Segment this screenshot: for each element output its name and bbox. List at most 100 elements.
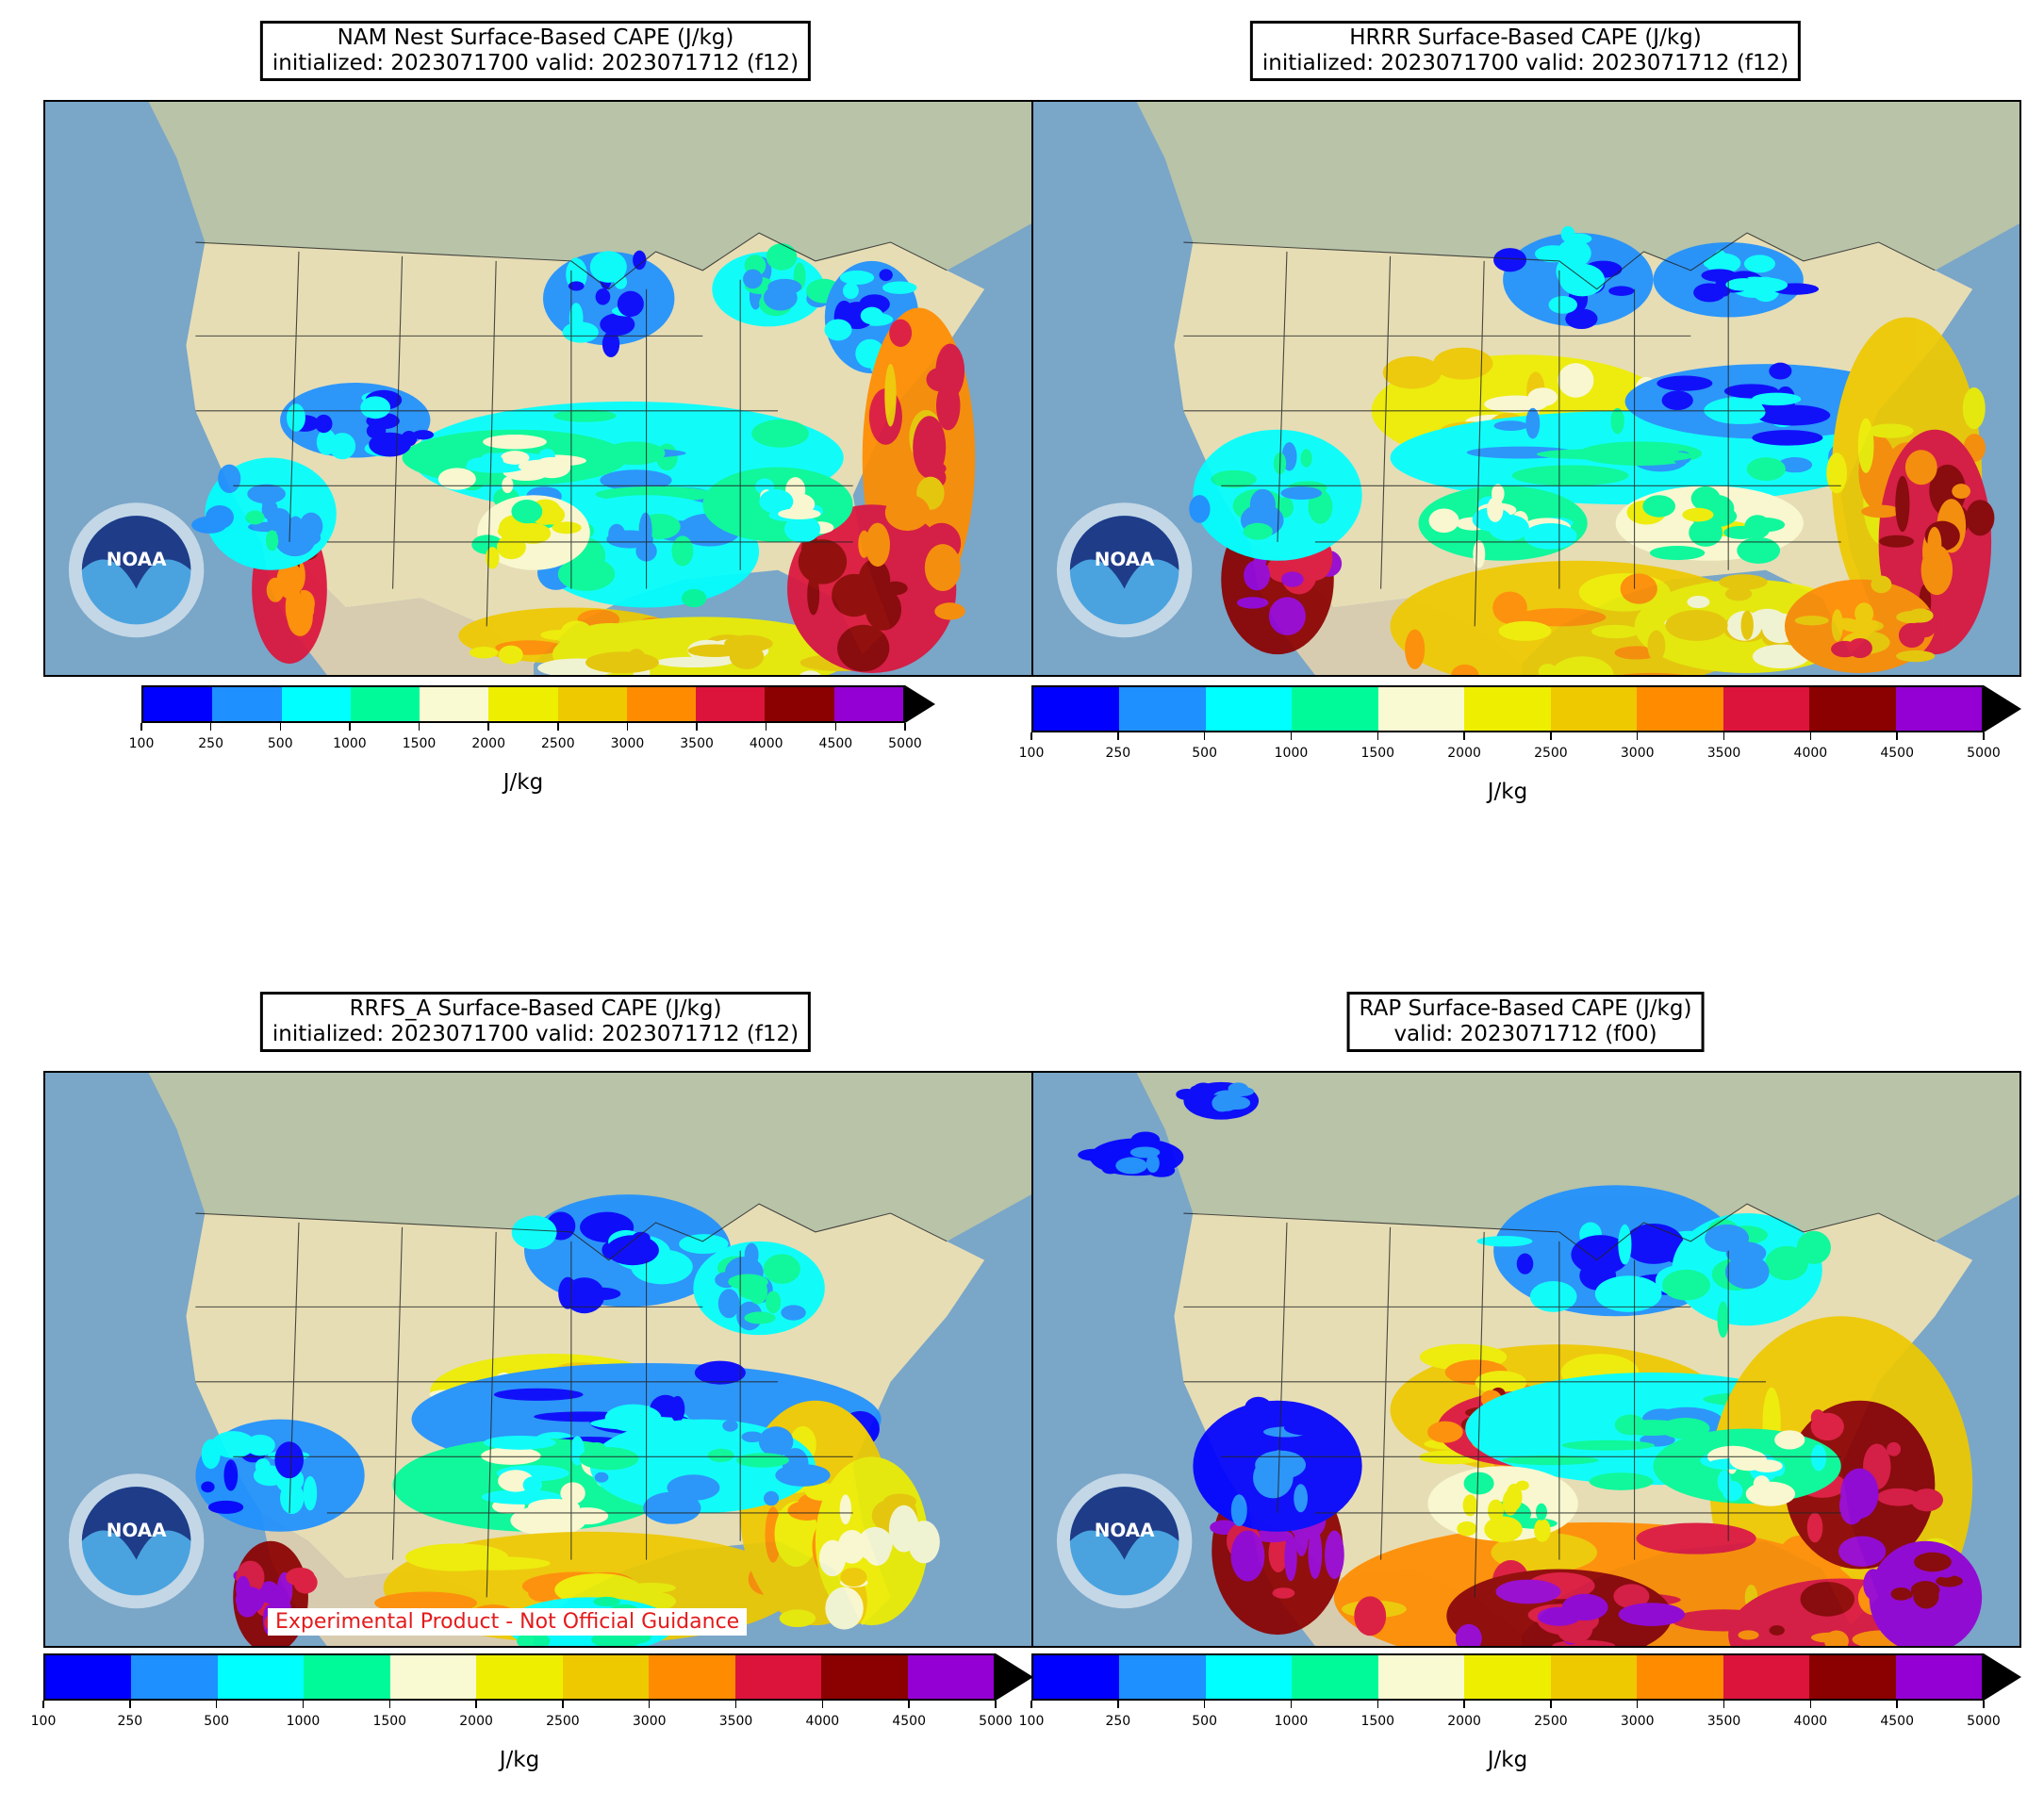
colorbar-swatch — [45, 1655, 132, 1699]
colorbar-tick — [1030, 732, 1032, 740]
colorbar-swatch — [1895, 687, 1982, 731]
colorbar-swatch — [212, 687, 282, 721]
colorbar-tick — [734, 1701, 737, 1708]
colorbar-tick-label: 3500 — [680, 736, 714, 751]
colorbar-tick-label: 2000 — [459, 1714, 493, 1729]
colorbar-rap: 100 250 500 1000 1500 2000 2500 3000 3500 4000 450… — [1019, 1653, 2021, 1772]
colorbar-tick-label: 3500 — [718, 1714, 753, 1729]
colorbar-tick — [995, 1701, 997, 1708]
colorbar-swatch — [1119, 1655, 1206, 1699]
colorbar-tick — [1290, 1701, 1293, 1708]
colorbar-swatch — [907, 1655, 994, 1699]
colorbar-tick — [1636, 732, 1639, 740]
colorbar-extend-arrow-icon — [1984, 685, 2021, 732]
colorbar-swatch — [131, 1655, 218, 1699]
colorbar-tick-label: 4000 — [1793, 1714, 1828, 1729]
colorbar-tick — [1203, 1701, 1206, 1708]
colorbar-tick — [1203, 732, 1206, 740]
colorbar-tick-label: 2000 — [1447, 746, 1481, 761]
colorbar-rrfs: 100 250 500 1000 1500 2000 2500 3000 3500 4000 450… — [31, 1653, 1033, 1772]
colorbar-tick — [1463, 1701, 1465, 1708]
colorbar-tick — [1723, 732, 1725, 740]
map-rap: NOAA — [1031, 1071, 2021, 1648]
colorbar-tick-label: 2500 — [1534, 746, 1568, 761]
colorbar-swatch — [1119, 687, 1206, 731]
map-hrrr: NOAA — [1031, 100, 2021, 677]
colorbar-swatch — [350, 687, 420, 721]
colorbar-tick — [696, 723, 698, 731]
colorbar-tick-label: 3000 — [610, 736, 645, 751]
colorbar-swatch — [143, 687, 213, 721]
colorbar-tick-label: 100 — [1018, 1714, 1045, 1729]
colorbar-tick-label: 1500 — [1360, 1714, 1395, 1729]
colorbar-unit-label: J/kg — [1487, 1748, 1528, 1772]
panel-title-nam: NAM Nest Surface-Based CAPE (J/kg) initi… — [259, 21, 812, 81]
colorbar-tick — [1896, 732, 1898, 740]
colorbar-extend-arrow-icon — [1984, 1653, 2021, 1701]
colorbar-swatch — [765, 687, 834, 721]
colorbar-tick-label: 1500 — [402, 736, 437, 751]
colorbar-tick — [279, 723, 282, 731]
colorbar-tick-label: 4500 — [818, 736, 853, 751]
colorbar-tick — [1376, 732, 1379, 740]
colorbar-tick-label: 500 — [1192, 746, 1217, 761]
colorbar-tick-label: 3000 — [1620, 1714, 1655, 1729]
svg-text:NOAA: NOAA — [107, 549, 167, 570]
colorbar-swatch — [833, 687, 903, 721]
colorbar-unit-label: J/kg — [503, 770, 544, 795]
colorbar-tick — [1809, 732, 1812, 740]
colorbar-tick — [42, 1701, 44, 1708]
colorbar-tick — [557, 723, 559, 731]
colorbar-swatch — [557, 687, 627, 721]
colorbar-swatch — [1637, 1655, 1723, 1699]
svg-text:NOAA: NOAA — [1095, 1520, 1155, 1541]
colorbar-swatch — [734, 1655, 822, 1699]
colorbar-swatch — [1723, 687, 1810, 731]
colorbar-tick — [1117, 1701, 1119, 1708]
noaa-logo-icon: NOAA — [68, 1473, 205, 1609]
colorbar-swatch — [1292, 1655, 1378, 1699]
colorbar-tick-label: 3000 — [1620, 746, 1655, 761]
colorbar-swatch — [281, 687, 351, 721]
colorbar-tick — [349, 723, 351, 731]
colorbar-tick — [302, 1701, 305, 1708]
colorbar-tick — [765, 723, 767, 731]
colorbar-tick — [834, 723, 837, 731]
colorbar-tick — [562, 1701, 564, 1708]
colorbar-tick-label: 4000 — [749, 736, 783, 751]
colorbar-unit-label: J/kg — [1487, 780, 1528, 804]
colorbar-tick-label: 5000 — [1967, 746, 2001, 761]
colorbar-swatch — [1464, 687, 1551, 731]
colorbar-tick — [904, 723, 906, 731]
colorbar-tick-label: 1000 — [1274, 1714, 1309, 1729]
colorbar-tick — [1290, 732, 1293, 740]
colorbar-tick-label: 1500 — [372, 1714, 407, 1729]
map-canvas: NOAA — [45, 1073, 1031, 1646]
colorbar-tick-label: 100 — [128, 736, 155, 751]
colorbar-extend-arrow-icon — [996, 1653, 1033, 1701]
state-borders — [1183, 1203, 1936, 1598]
panel-title-rap: RAP Surface-Based CAPE (J/kg) valid: 202… — [1346, 992, 1705, 1052]
colorbar-tick-label: 5000 — [979, 1714, 1013, 1729]
colorbar-tick-label: 5000 — [1967, 1714, 2001, 1729]
colorbar-swatch — [1377, 1655, 1465, 1699]
colorbar-tick-label: 3500 — [1706, 746, 1741, 761]
colorbar-tick — [1983, 732, 1985, 740]
colorbar-tick-label: 4500 — [1880, 1714, 1914, 1729]
colorbar-swatch — [1895, 1655, 1982, 1699]
colorbar-swatch — [1377, 687, 1465, 731]
map-rrfs: NOAA — [43, 1071, 1033, 1648]
colorbar-tick-label: 100 — [30, 1714, 57, 1729]
colorbar-swatch — [1723, 1655, 1810, 1699]
colorbar-tick-label: 250 — [117, 1714, 143, 1729]
noaa-logo-icon: NOAA — [68, 502, 205, 638]
colorbar-swatch — [821, 1655, 908, 1699]
cape-field — [191, 243, 976, 675]
map-nam: NOAA — [43, 100, 1033, 677]
colorbar-tick-label: 100 — [1018, 746, 1045, 761]
colorbar-tick-label: 2000 — [1447, 1714, 1481, 1729]
colorbar-unit-label: J/kg — [499, 1748, 540, 1772]
colorbar-tick — [475, 1701, 477, 1708]
colorbar-tick — [1896, 1701, 1898, 1708]
map-canvas: NOAA — [45, 102, 1031, 675]
